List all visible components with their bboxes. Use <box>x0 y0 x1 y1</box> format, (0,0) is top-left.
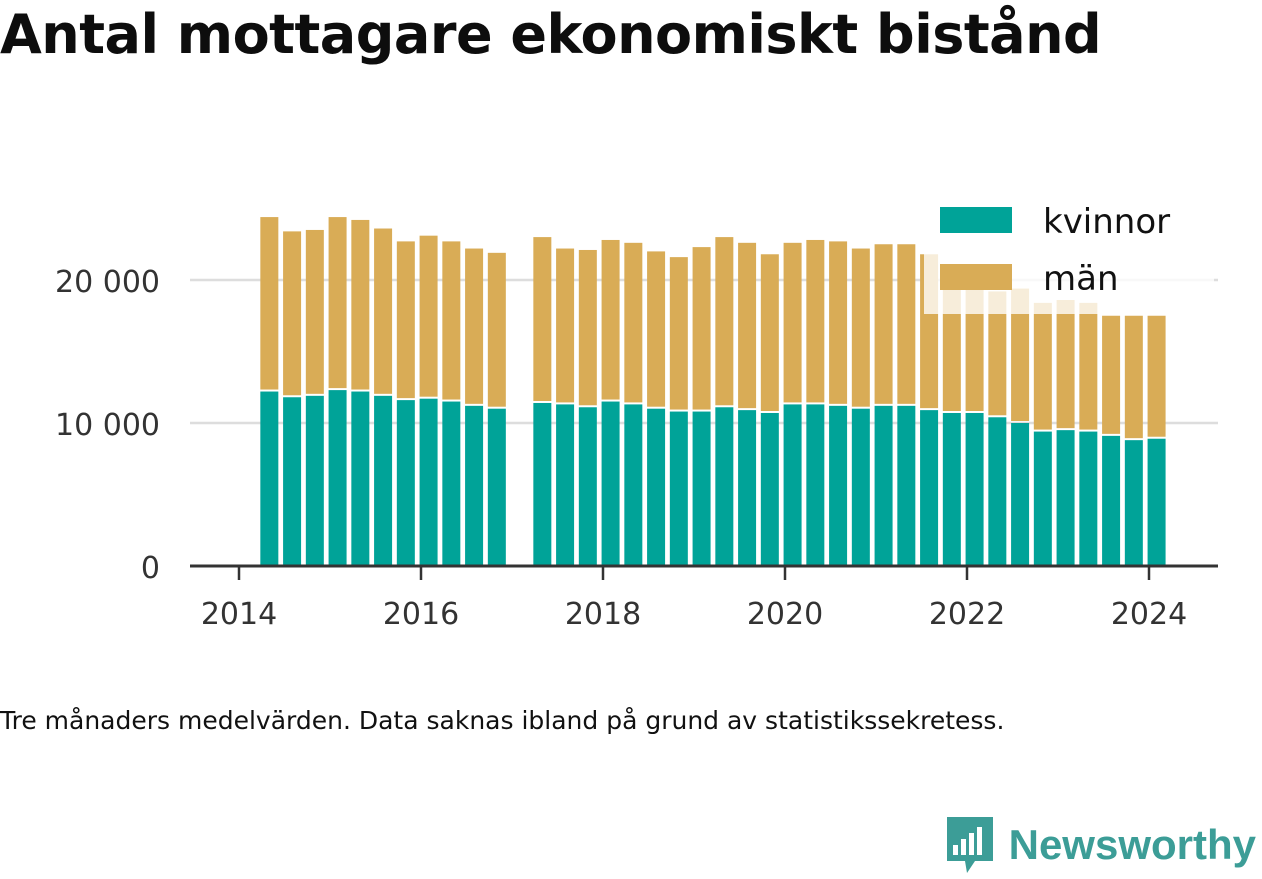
bar-kvinnor <box>351 391 370 566</box>
bar-man <box>988 291 1007 416</box>
bar-man <box>738 242 757 409</box>
bar-man <box>556 248 575 403</box>
bar-kvinnor <box>442 401 461 566</box>
bar-man <box>260 217 279 390</box>
bar-kvinnor <box>487 408 506 566</box>
x-tick-label: 2024 <box>1111 597 1187 632</box>
bar-man <box>465 248 484 404</box>
bar-man <box>1147 315 1166 437</box>
bar-kvinnor <box>988 417 1007 566</box>
bar-kvinnor <box>1102 435 1121 566</box>
bar-kvinnor <box>578 407 597 566</box>
bar-kvinnor <box>669 411 688 566</box>
bar-kvinnor <box>1147 438 1166 566</box>
bar-kvinnor <box>556 404 575 566</box>
brand-name: Newsworthy <box>1008 821 1256 868</box>
bar-man <box>442 241 461 400</box>
legend-label-man: män <box>1043 259 1119 299</box>
bar-kvinnor <box>942 412 961 566</box>
bar-kvinnor <box>260 391 279 566</box>
y-tick-label: 10 000 <box>55 408 160 443</box>
bar-man <box>305 229 324 394</box>
bar-man <box>328 217 347 389</box>
y-tick-label: 20 000 <box>55 265 160 300</box>
newsworthy-logo-icon <box>946 817 993 873</box>
bar-man <box>806 239 825 403</box>
bar-kvinnor <box>738 410 757 566</box>
bar-kvinnor <box>624 404 643 566</box>
bar-kvinnor <box>647 408 666 566</box>
x-tick-label: 2014 <box>201 597 277 632</box>
bar-man <box>897 244 916 404</box>
bar-kvinnor <box>715 407 734 566</box>
x-tick-label: 2016 <box>383 597 459 632</box>
bar-kvinnor <box>874 405 893 566</box>
bar-man <box>419 235 438 397</box>
bar-kvinnor <box>533 402 552 566</box>
bar-man <box>829 241 848 404</box>
bar-man <box>1011 288 1030 421</box>
bar-kvinnor <box>783 404 802 566</box>
bar-man <box>851 248 870 407</box>
bar-kvinnor <box>851 408 870 566</box>
chart-title: Antal mottagare ekonomiskt bistånd <box>0 3 1102 66</box>
bar-man <box>396 241 415 399</box>
stacked-bar-chart: 0 10 000 20 000 2014 2016 2018 2020 2022 2024 kvi… <box>55 202 1218 632</box>
bar-man <box>1079 302 1098 430</box>
bar-man <box>1033 302 1052 430</box>
bar-kvinnor <box>396 400 415 566</box>
bar-kvinnor <box>760 412 779 566</box>
bar-man <box>1124 315 1143 439</box>
bar-man <box>669 257 688 410</box>
bar-kvinnor <box>692 411 711 566</box>
newsworthy-brand[interactable]: Newsworthy <box>945 815 1256 875</box>
x-tick-label: 2022 <box>929 597 1005 632</box>
bar-kvinnor <box>965 412 984 566</box>
bar-man <box>715 237 734 406</box>
bar-kvinnor <box>1056 430 1075 566</box>
bar-man <box>601 239 620 400</box>
bar-kvinnor <box>920 410 939 566</box>
x-tick-label: 2018 <box>565 597 641 632</box>
y-tick-label: 0 <box>141 551 160 586</box>
bar-kvinnor <box>897 405 916 566</box>
bar-man <box>692 247 711 410</box>
bar-man <box>942 290 961 411</box>
bar-kvinnor <box>328 390 347 566</box>
bar-kvinnor <box>305 395 324 566</box>
x-tick-label: 2020 <box>747 597 823 632</box>
bar-man <box>647 251 666 407</box>
bar-man <box>487 252 506 407</box>
bar-kvinnor <box>1124 440 1143 566</box>
legend-swatch-man <box>940 264 1012 290</box>
bar-man <box>1056 300 1075 429</box>
bar-kvinnor <box>283 397 302 566</box>
bar-man <box>965 290 984 411</box>
legend-label-kvinnor: kvinnor <box>1043 202 1170 242</box>
chart-caption: Tre månaders medelvärden. Data saknas ib… <box>0 706 1005 735</box>
bar-man <box>351 219 370 390</box>
bar-man <box>760 254 779 411</box>
bar-kvinnor <box>465 405 484 566</box>
bar-kvinnor <box>1011 423 1030 566</box>
bar-man <box>783 242 802 403</box>
bar-man <box>283 231 302 396</box>
bar-man <box>874 244 893 404</box>
bar-man <box>578 249 597 406</box>
bar-kvinnor <box>806 404 825 566</box>
bar-kvinnor <box>419 398 438 566</box>
bar-man <box>1102 315 1121 434</box>
bar-kvinnor <box>601 401 620 566</box>
bar-man <box>533 237 552 401</box>
bar-kvinnor <box>374 395 393 566</box>
bar-kvinnor <box>829 405 848 566</box>
legend-swatch-kvinnor <box>940 207 1012 233</box>
bar-kvinnor <box>1079 431 1098 566</box>
bar-kvinnor <box>1033 431 1052 566</box>
bar-man <box>374 228 393 394</box>
bar-man <box>624 242 643 403</box>
